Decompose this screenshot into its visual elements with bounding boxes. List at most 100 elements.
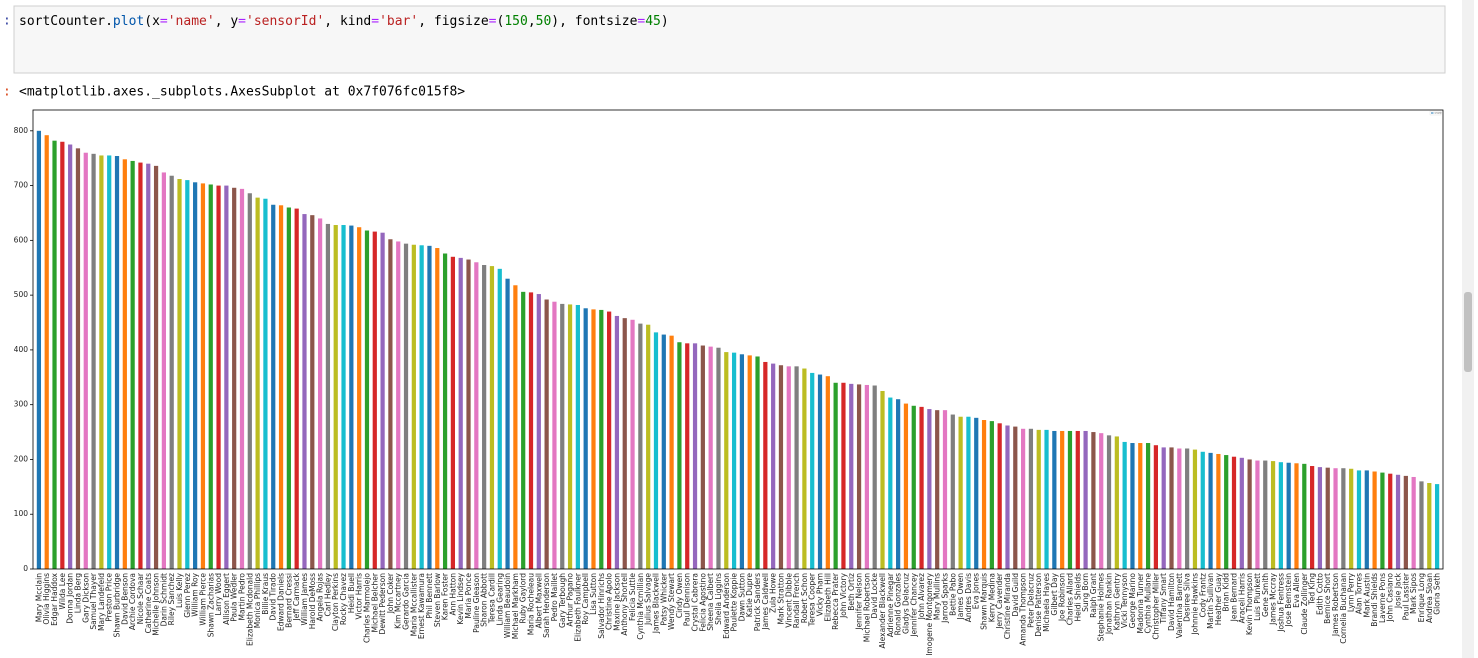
bar <box>177 179 182 569</box>
x-tick-label: William Pierce <box>198 573 207 626</box>
bar <box>1044 429 1049 569</box>
bar <box>1083 430 1088 569</box>
bar <box>1310 466 1315 569</box>
legend <box>1429 110 1442 116</box>
x-tick-label: Mary Landefeld <box>97 573 106 631</box>
x-tick-label: Joshua Fentress <box>1276 573 1285 633</box>
x-tick-label: Ann Hatton <box>448 573 457 616</box>
x-tick-label: Paula Wedler <box>230 572 239 622</box>
bar <box>810 372 815 569</box>
code-token: 50 <box>536 14 552 29</box>
x-tick-label: Zula Howe <box>769 573 778 613</box>
bar <box>521 291 526 569</box>
bar <box>83 152 88 569</box>
x-tick-label: Patrick Sanders <box>753 573 762 631</box>
bar <box>1075 430 1080 569</box>
x-tick-label: Gilbert Day <box>1050 572 1059 615</box>
code-cell[interactable] <box>13 5 1446 74</box>
bar <box>1185 448 1190 569</box>
bar <box>271 204 276 569</box>
x-tick-label: Bettie Pabo <box>948 573 957 616</box>
x-tick-label: Maria Ponce <box>464 573 473 619</box>
bar <box>700 345 705 569</box>
bar <box>474 262 479 569</box>
x-tick-label: Julius Salvage <box>644 573 653 626</box>
bar <box>130 160 135 569</box>
x-tick-label: Jennifer Chancey <box>909 572 918 637</box>
x-tick-label: Gloria Seth <box>1433 573 1442 615</box>
x-tick-label: Anthony Shortell <box>620 573 629 636</box>
x-tick-label: Michaela Hayes <box>1042 573 1051 632</box>
bar <box>919 406 924 569</box>
x-tick-label: Imogene Montgomery <box>925 572 934 655</box>
x-tick-label: Vincent Dibble <box>784 573 793 628</box>
bar <box>75 148 81 569</box>
bar <box>935 410 940 569</box>
bar <box>1036 429 1041 569</box>
x-tick-label: Heather Guay <box>1214 572 1223 625</box>
bar <box>755 356 760 569</box>
x-tick-label: Heidi Buell <box>347 573 356 613</box>
x-tick-label: Darin Schmidt <box>159 573 168 626</box>
x-tick-label: James Caldwell <box>761 573 770 631</box>
x-tick-label: Luis Kelly <box>175 572 184 608</box>
bar <box>1403 475 1408 569</box>
bar <box>552 301 557 569</box>
bar <box>505 278 510 569</box>
bar <box>200 183 206 569</box>
code-token: ( <box>497 14 505 29</box>
bar <box>325 223 331 569</box>
x-tick-label: Maria Rocheleau <box>527 573 536 635</box>
bar <box>1052 430 1057 569</box>
scroll-thumb[interactable] <box>1464 292 1472 372</box>
x-tick-label: Allison Eggert <box>222 573 231 625</box>
x-tick-label: Donna Jordan <box>66 573 75 624</box>
x-tick-label: Felicia Suttle <box>628 573 637 621</box>
x-tick-label: Lisa Sutton <box>589 573 598 615</box>
x-tick-label: Rebecca Prater <box>831 572 840 630</box>
x-tick-label: Charles Marmolejo <box>362 573 371 643</box>
bar <box>763 361 768 569</box>
bar <box>60 141 65 569</box>
x-tick-label: Elizabeth Mcdonald <box>245 573 254 646</box>
x-tick-label: Carl Hedley <box>323 572 332 616</box>
x-tick-label: Bernard Cressi <box>284 573 293 628</box>
x-tick-label: Monica Phillips <box>253 573 262 628</box>
bar <box>1231 456 1237 569</box>
code-token: ) <box>661 14 669 29</box>
x-tick-label: Christine Miranda <box>1003 573 1012 639</box>
bar <box>911 405 916 569</box>
bar <box>1122 441 1127 569</box>
x-tick-label: William Roy <box>191 572 200 616</box>
y-tick-label: 700 <box>14 181 29 190</box>
bar <box>927 409 932 569</box>
code-token: fontsize <box>575 14 638 29</box>
bar <box>317 218 323 569</box>
bar <box>544 299 549 569</box>
x-tick-label: Glenn Perez <box>183 573 192 618</box>
bar <box>411 244 416 569</box>
bar <box>1216 453 1221 569</box>
bar <box>427 245 432 569</box>
bar <box>489 266 495 569</box>
x-tick-label: Katie Dupre <box>745 573 754 618</box>
x-tick-label: James Mccray <box>1269 572 1278 625</box>
bar <box>974 417 979 569</box>
bar <box>435 248 440 570</box>
x-tick-label: Edward Anderson <box>722 573 731 639</box>
x-tick-label: Gladys Delacruz <box>901 573 910 634</box>
bar <box>646 324 651 569</box>
bar <box>864 384 869 569</box>
bar <box>817 374 823 569</box>
y-tick-label: 300 <box>14 400 29 409</box>
x-tick-label: Jarrod Sparks <box>940 573 949 624</box>
code-token: ( <box>144 14 152 29</box>
bar <box>1177 448 1182 569</box>
x-tick-label: Mark Sipos <box>1409 573 1418 614</box>
x-tick-label: David Locke <box>870 573 879 619</box>
code-token: sortCounter <box>19 14 105 29</box>
bar <box>833 382 838 569</box>
code-token: 'sensorId' <box>246 14 324 29</box>
bar <box>1434 484 1440 569</box>
x-tick-label: Andres Davis <box>964 573 973 622</box>
